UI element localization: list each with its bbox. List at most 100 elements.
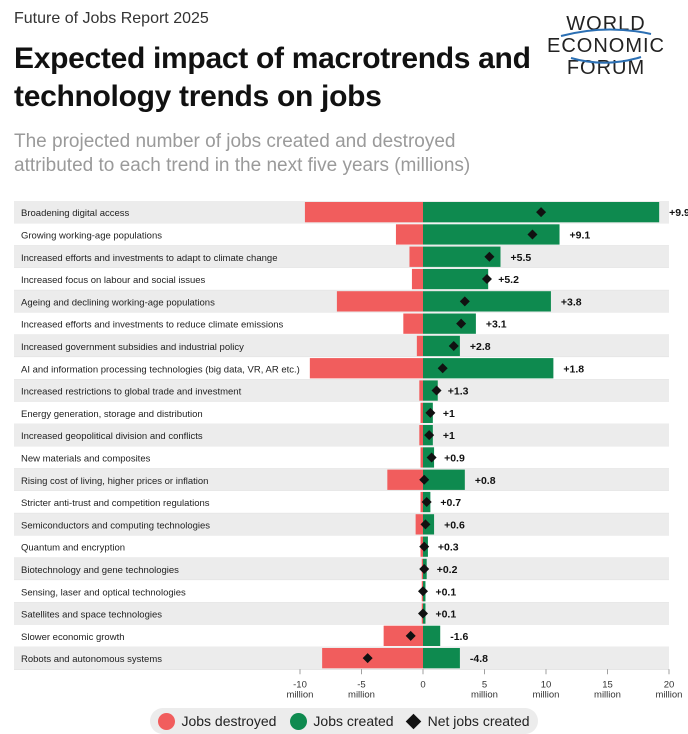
category-label: Stricter anti-trust and competition regu… (21, 498, 210, 509)
bar-jobs-destroyed (419, 425, 423, 446)
legend-net-label: Net jobs created (427, 713, 530, 729)
category-label: Biotechnology and gene technologies (21, 565, 179, 576)
net-value-label: +0.7 (440, 497, 461, 509)
legend: Jobs destroyed Jobs created Net jobs cre… (150, 708, 538, 734)
bar-jobs-destroyed (409, 246, 423, 267)
net-value-label: +1.8 (563, 363, 584, 375)
bar-jobs-created (423, 291, 551, 312)
net-marker (481, 274, 492, 285)
chart-title: Expected impact of macrotrends and techn… (14, 42, 531, 113)
category-label: Ageing and declining working-age populat… (21, 297, 215, 308)
bar-jobs-destroyed (419, 380, 423, 401)
bar-jobs-created (423, 625, 441, 646)
table-row (14, 490, 669, 514)
category-label: Increased restrictions to global trade a… (21, 387, 242, 398)
x-tick-unit: million (533, 689, 560, 700)
net-marker (421, 497, 432, 508)
net-value-label: +1.3 (448, 386, 469, 398)
table-row (14, 245, 669, 268)
chart-subtitle: The projected number of jobs created and… (14, 131, 471, 176)
table-row (14, 424, 669, 447)
net-marker (456, 318, 467, 329)
category-label: Increased focus on labour and social iss… (21, 275, 206, 286)
net-value-label: -4.8 (470, 653, 488, 665)
table-row (14, 446, 669, 469)
legend-created: Jobs created (290, 712, 394, 730)
net-value-label: +5.2 (498, 274, 519, 286)
bar-jobs-created (423, 335, 460, 357)
logo-line-3: FORUM (567, 57, 645, 79)
x-tick-label: 5 (482, 679, 487, 690)
net-marker (484, 251, 495, 262)
bar-jobs-destroyed (387, 469, 423, 490)
logo-arc-bottom (570, 56, 642, 64)
x-tick-label: 10 (541, 679, 552, 690)
net-marker (418, 608, 428, 619)
net-value-label: +0.6 (444, 519, 465, 531)
legend-net: Net jobs created (405, 713, 530, 729)
wef-logo: WORLD ECONOMIC FORUM (547, 13, 665, 79)
net-value-label: +1 (443, 408, 455, 420)
bar-jobs-created (423, 469, 465, 490)
x-tick-label: 15 (602, 679, 613, 690)
logo-arc-top (560, 28, 652, 37)
logo-line-2: ECONOMIC (547, 35, 665, 57)
net-marker (419, 474, 430, 485)
net-marker (459, 296, 470, 307)
table-row (14, 468, 669, 491)
category-label: Energy generation, storage and distribut… (21, 409, 203, 420)
table-row (14, 535, 669, 558)
net-diamond-icon (405, 713, 421, 729)
net-marker (425, 407, 436, 418)
destroyed-swatch-icon (158, 712, 176, 730)
x-tick-unit: million (656, 689, 683, 700)
bar-jobs-destroyed (416, 335, 423, 357)
net-value-label: +5.5 (510, 252, 531, 264)
category-label: Quantum and encryption (21, 543, 125, 554)
table-row (14, 580, 669, 603)
created-swatch-icon (290, 712, 308, 730)
category-label: New materials and composites (21, 453, 151, 464)
net-value-label: -1.6 (450, 631, 468, 643)
net-marker (405, 630, 416, 641)
table-row (14, 401, 669, 424)
x-tick-label: 0 (420, 679, 425, 690)
category-label: Semiconductors and computing technologie… (21, 520, 210, 531)
category-label: AI and information processing technologi… (21, 364, 300, 375)
net-value-label: +0.9 (444, 452, 465, 464)
category-label: Broadening digital access (21, 208, 130, 219)
net-marker (437, 363, 448, 374)
x-tick-unit: million (287, 689, 314, 700)
category-label: Slower economic growth (21, 632, 125, 643)
x-tick-unit: million (471, 689, 498, 700)
bar-jobs-created (423, 380, 438, 401)
net-marker (420, 519, 431, 530)
category-label: Sensing, laser and optical technologies (21, 587, 186, 598)
bar-jobs-created (423, 224, 560, 245)
bar-jobs-destroyed (411, 268, 423, 290)
net-value-label: +3.8 (561, 296, 582, 308)
category-label: Satellites and space technologies (21, 610, 162, 621)
table-row (14, 602, 669, 625)
table-row (14, 334, 669, 358)
x-tick-label: -5 (357, 679, 365, 690)
x-tick-label: -10 (293, 679, 307, 690)
net-value-label: +0.1 (435, 609, 456, 621)
legend-destroyed-label: Jobs destroyed (181, 713, 277, 729)
net-marker (426, 452, 437, 463)
bar-jobs-created (423, 268, 489, 290)
bar-jobs-created (423, 358, 554, 379)
net-marker (536, 207, 547, 218)
bar-jobs-created (423, 313, 476, 334)
bar-jobs-created (423, 648, 460, 669)
net-value-label: +9.9 (669, 207, 688, 219)
table-row (14, 557, 669, 581)
table-row (14, 624, 669, 647)
net-marker (431, 385, 442, 396)
table-row (14, 379, 669, 402)
category-label: Increased efforts and investments to red… (21, 320, 284, 331)
category-label: Increased government subsidies and indus… (21, 342, 244, 353)
x-tick-unit: million (348, 689, 375, 700)
bar-jobs-destroyed (383, 625, 423, 646)
x-tick-unit: million (594, 689, 621, 700)
